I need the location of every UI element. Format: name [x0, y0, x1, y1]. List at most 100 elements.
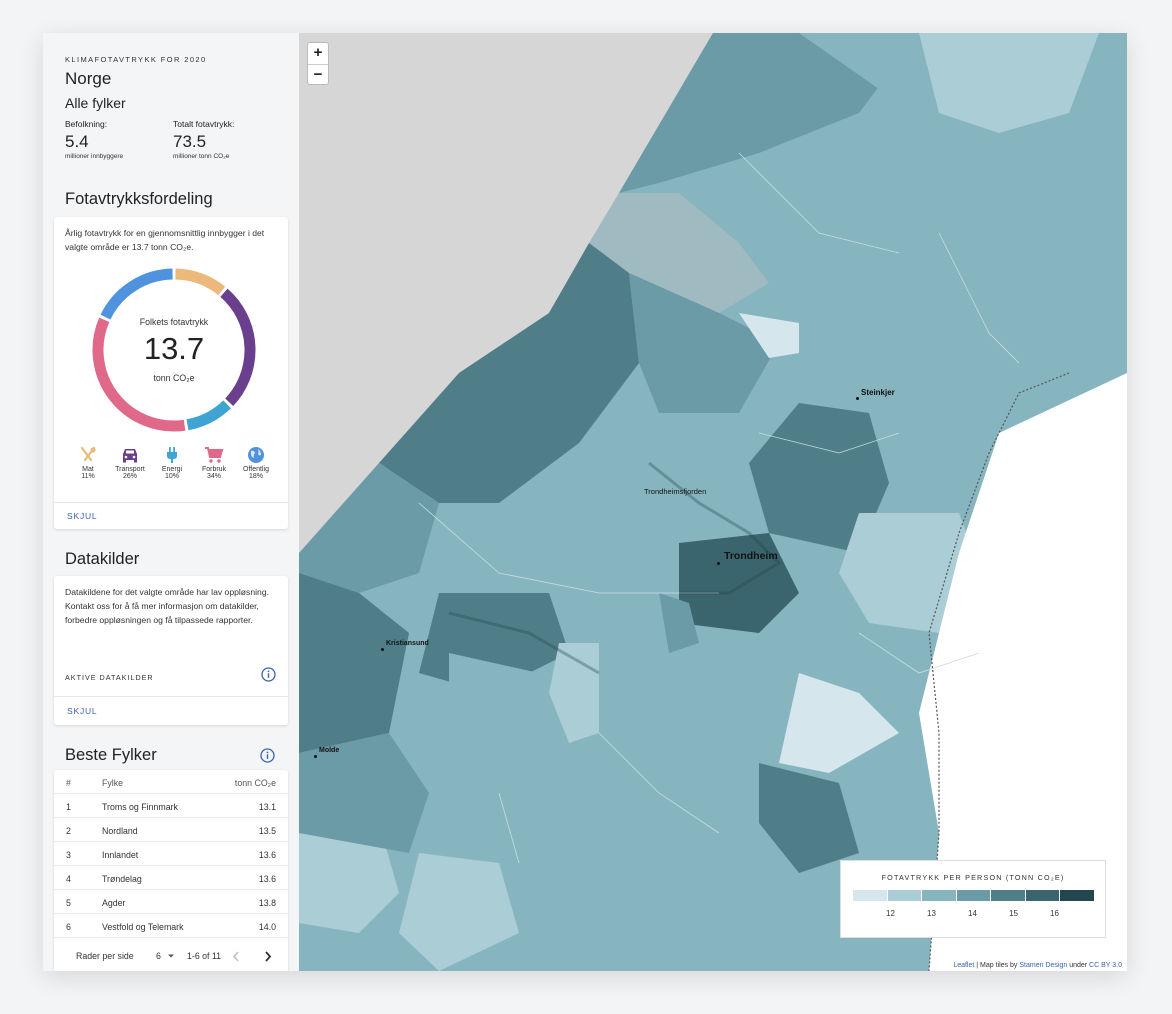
legend-swatch: [1025, 890, 1059, 901]
population-stat: Befolkning: 5.4 millioner innbyggere: [65, 119, 123, 160]
region: [299, 733, 429, 853]
info-icon[interactable]: [260, 748, 275, 763]
city-label-molde: Molde: [319, 747, 340, 754]
col-value: tonn CO₂e: [234, 778, 276, 788]
donut-center-label: Folkets fotavtrykk: [139, 317, 209, 327]
footprint-unit: millioner tonn CO₂e: [173, 153, 230, 160]
rows-per-page-label: Rader per side: [76, 951, 134, 961]
row-value: 14.0: [258, 922, 276, 932]
zoom-in-button[interactable]: +: [313, 44, 323, 61]
region: [919, 33, 1099, 133]
row-value: 13.6: [258, 850, 276, 860]
app-window: KLIMAFOTAVTRYKK FOR 2020 Norge Alle fylk…: [43, 33, 1127, 971]
region: [299, 463, 439, 593]
sources-title: Datakilder: [65, 550, 140, 568]
population-value: 5.4: [65, 132, 89, 151]
donut-segment-mat[interactable]: [175, 268, 226, 296]
active-sources-label: AKTIVE DATAKILDER: [65, 673, 154, 682]
chevron-right-icon[interactable]: [264, 951, 272, 962]
row-rank: 6: [66, 922, 71, 932]
legend-tick: 16: [1050, 909, 1059, 918]
sweden-region: [919, 373, 1127, 971]
category-name: Mat: [82, 466, 94, 473]
category-offentlig[interactable]: Offentlig 18%: [234, 446, 278, 480]
globe-icon: [248, 447, 264, 463]
sources-card: Datakildene for det valgte område har la…: [54, 576, 288, 725]
donut-svg: [92, 268, 256, 432]
legend-swatch: [956, 890, 990, 901]
leaflet-link[interactable]: Leaflet: [953, 962, 975, 969]
choropleth-map[interactable]: [299, 33, 1127, 971]
row-rank: 2: [66, 826, 71, 836]
sidebar: KLIMAFOTAVTRYKK FOR 2020 Norge Alle fylk…: [43, 33, 299, 971]
category-percent: 34%: [206, 473, 221, 480]
chevron-down-icon: [168, 954, 175, 958]
rows-per-page-select[interactable]: 6: [156, 951, 175, 961]
category-energi[interactable]: Energi 10%: [150, 446, 194, 480]
table-row[interactable]: 2 Nordland 13.5: [54, 818, 288, 842]
col-name: Fylke: [102, 778, 124, 788]
table-row[interactable]: 6 Vestfold og Telemark 14.0: [54, 914, 288, 938]
donut-segment-energi[interactable]: [186, 400, 231, 431]
legend-swatch: [1060, 890, 1094, 901]
donut-segment-forbruk[interactable]: [92, 317, 186, 432]
donut-segment-transport[interactable]: [220, 288, 256, 407]
legend-tick: 15: [1009, 909, 1018, 918]
distribution-description: Årlig fotavtrykk for en gjennomsnittlig …: [65, 228, 265, 252]
distribution-card: Årlig fotavtrykk for en gjennomsnittlig …: [54, 217, 288, 529]
license-link[interactable]: CC BY 3.0: [1089, 962, 1122, 969]
region: [449, 653, 549, 793]
legend-tick: 13: [927, 909, 936, 918]
city-marker: [717, 562, 720, 565]
distribution-title: Fotavtrykksfordeling: [65, 190, 213, 208]
country-title: Norge: [65, 69, 112, 88]
best-title: Beste Fylker: [65, 746, 157, 764]
category-percent: 18%: [248, 473, 263, 480]
row-rank: 1: [66, 802, 71, 812]
category-mat[interactable]: Mat 11%: [66, 446, 110, 480]
region: [619, 33, 919, 193]
label-trondheimsfjorden: Trondheimsfjorden: [644, 487, 707, 496]
row-rank: 3: [66, 850, 71, 860]
row-name: Nordland: [102, 826, 138, 836]
row-name: Trøndelag: [102, 874, 142, 884]
region: [779, 673, 899, 773]
national-border: [928, 372, 1070, 971]
table-header: # Fylke tonn CO₂e: [54, 770, 288, 794]
category-percent: 10%: [164, 473, 179, 480]
donut-center-value: 13.7: [143, 331, 205, 366]
region: [759, 763, 859, 873]
category-name: Forbruk: [201, 466, 227, 473]
category-percent: 11%: [81, 473, 95, 480]
row-name: Innlandet: [102, 850, 139, 860]
donut-segment-offentlig[interactable]: [100, 268, 173, 320]
region: [659, 593, 699, 653]
sources-description: Datakildene for det valgte område har la…: [65, 587, 269, 625]
row-value: 13.5: [258, 826, 276, 836]
category-forbruk[interactable]: Forbruk 34%: [192, 446, 236, 480]
chevron-left-icon[interactable]: [232, 951, 240, 962]
population-unit: millioner innbyggere: [65, 153, 124, 160]
table-row[interactable]: 4 Trøndelag 13.6: [54, 866, 288, 890]
rows-per-page-value: 6: [156, 951, 161, 961]
stamen-link[interactable]: Stamen Design: [1019, 962, 1068, 969]
cart-icon: [205, 447, 224, 463]
legend-swatch: [922, 890, 956, 901]
region: [629, 273, 779, 413]
sources-hide-button[interactable]: SKJUL: [67, 706, 98, 716]
row-rank: 4: [66, 874, 71, 884]
footprint-stat: Totalt fotavtrykk: 73.5 millioner tonn C…: [173, 119, 234, 160]
row-value: 13.8: [258, 898, 276, 908]
table-row[interactable]: 3 Innlandet 13.6: [54, 842, 288, 866]
category-transport[interactable]: Transport 26%: [108, 446, 152, 480]
map-view[interactable]: Steinkjer Trondheimsfjorden Trondheim Kr…: [299, 33, 1127, 971]
col-rank: #: [66, 778, 71, 788]
zoom-control: + −: [307, 42, 329, 85]
info-icon[interactable]: [261, 667, 276, 682]
distribution-hide-button[interactable]: SKJUL: [54, 502, 288, 529]
zoom-out-button[interactable]: −: [308, 64, 328, 85]
row-value: 13.1: [258, 802, 276, 812]
table-row[interactable]: 1 Troms og Finnmark 13.1: [54, 794, 288, 818]
table-row[interactable]: 5 Agder 13.8: [54, 890, 288, 914]
population-label: Befolkning:: [65, 119, 108, 129]
